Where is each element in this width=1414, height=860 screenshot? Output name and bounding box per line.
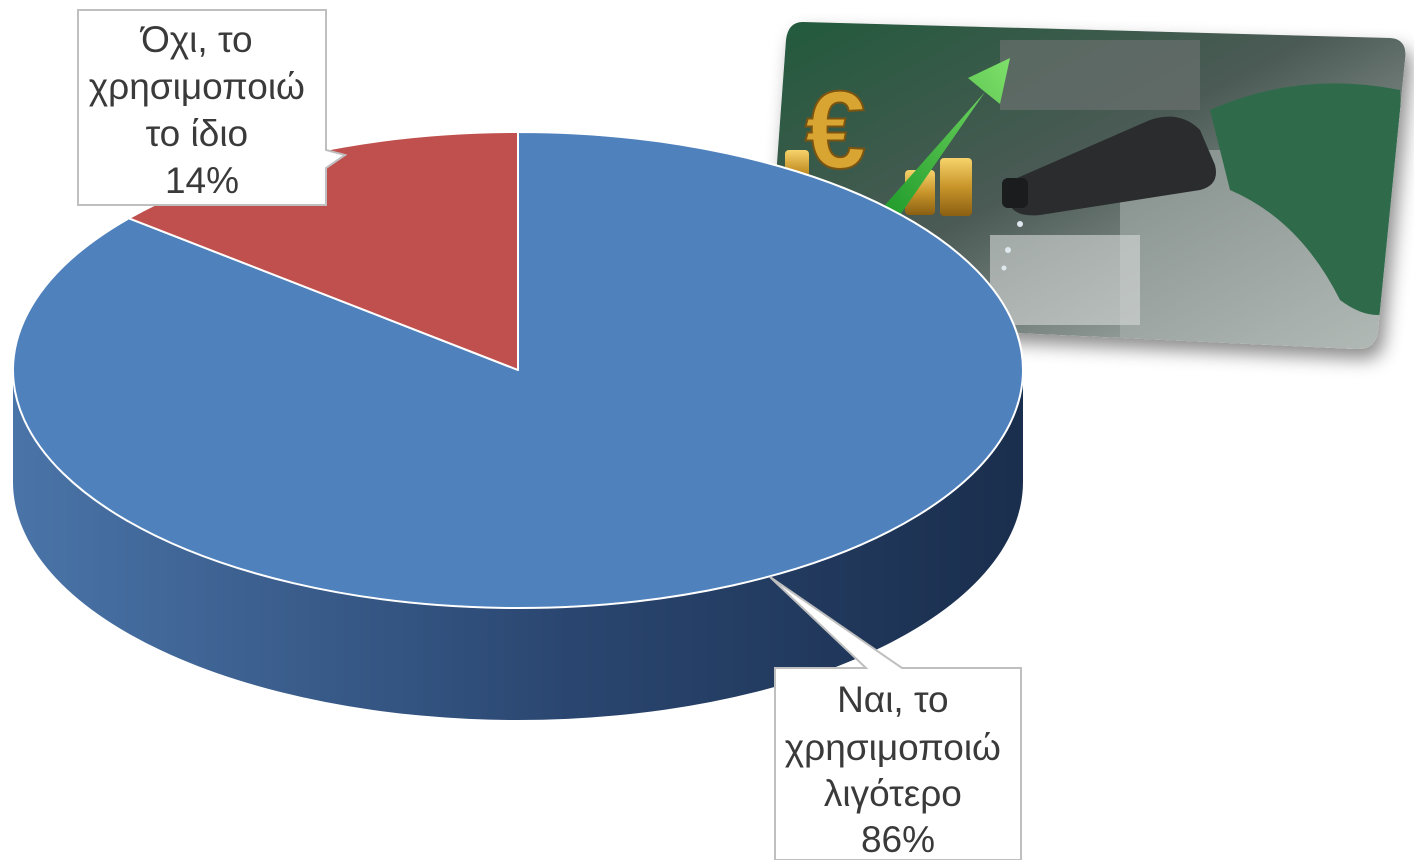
callout-no-line1: Όχι, το bbox=[139, 19, 253, 60]
callout-yes-value: 86% bbox=[861, 819, 935, 860]
callout-slice-yes: Ναι, το χρησιμοποιώ λιγότερο 86% bbox=[769, 576, 1022, 860]
callout-box-no bbox=[77, 9, 348, 206]
callout-slice-no: Όχι, το χρησιμοποιώ το ίδιο 14% bbox=[77, 9, 348, 206]
callout-no-value: 14% bbox=[165, 160, 239, 201]
callout-yes-line1: Ναι, το bbox=[837, 679, 949, 720]
callout-no-line2: χρησιμοποιώ bbox=[89, 66, 305, 107]
svg-text:Ναι, το χρησιμοποιώ: Ναι, το χρησιμοποιώ λιγότερο 86% bbox=[785, 679, 1011, 860]
euro-icon: € bbox=[805, 69, 866, 192]
svg-text:Όχι, το χρησιμοποιώ: Όχι, το χρησιμοποιώ το ίδιο 14% bbox=[89, 19, 315, 201]
callout-yes-line2: χρησιμοποιώ bbox=[785, 727, 1001, 768]
callout-no-line3: το ίδιο bbox=[146, 113, 249, 154]
arrow-up-icon bbox=[885, 58, 1010, 218]
pie-plot-area bbox=[12, 131, 1024, 720]
callout-yes-line3: λιγότερο bbox=[824, 773, 962, 814]
coins-icon bbox=[785, 150, 972, 216]
pie-side-0 bbox=[13, 370, 1023, 720]
callout-box-yes bbox=[769, 576, 1022, 860]
